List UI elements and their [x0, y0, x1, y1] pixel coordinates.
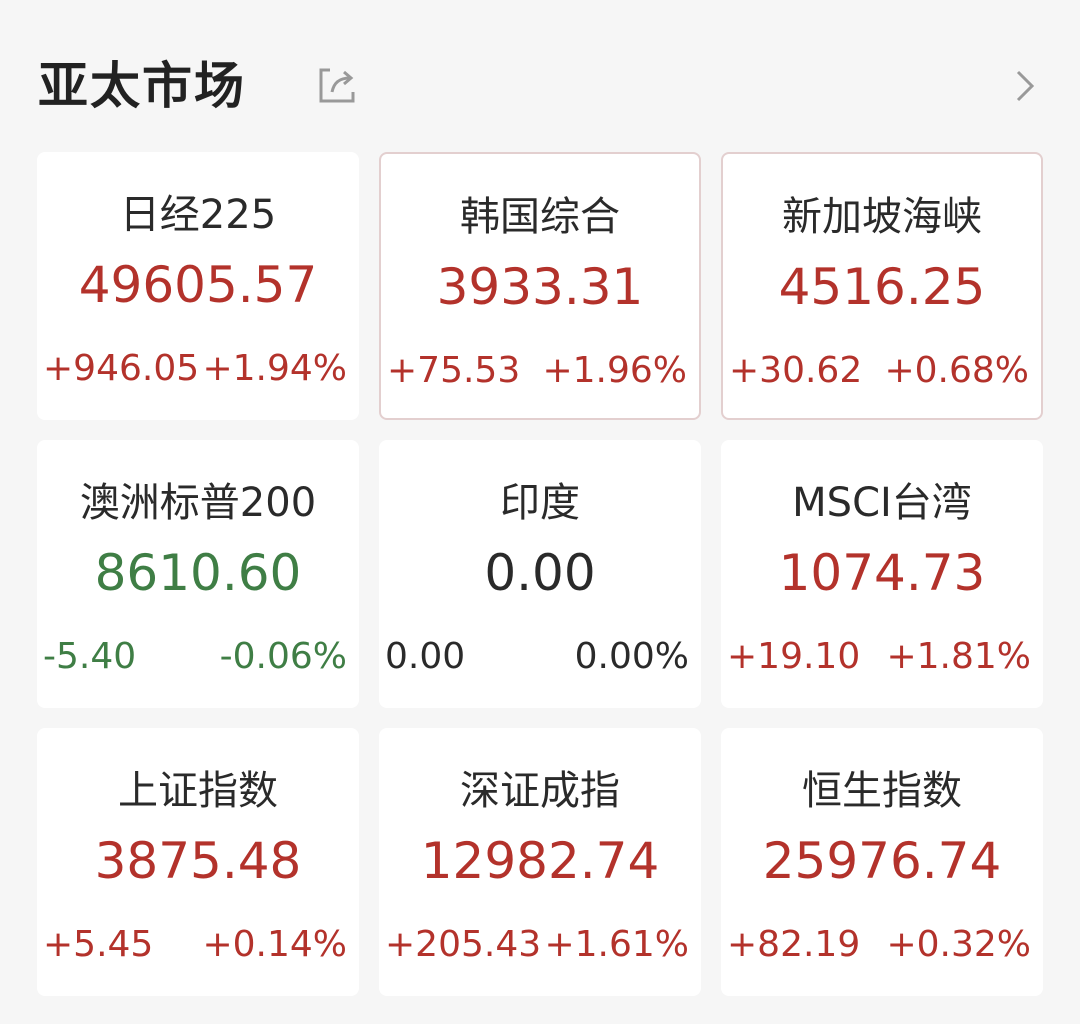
- share-icon[interactable]: [318, 66, 356, 104]
- market-value: 3875.48: [94, 832, 302, 890]
- market-card[interactable]: 新加坡海峡 4516.25 +30.62 +0.68%: [721, 152, 1043, 420]
- market-change: +75.53: [387, 350, 521, 391]
- market-change-percent: +1.96%: [542, 350, 687, 391]
- market-card[interactable]: MSCI台湾 1074.73 +19.10 +1.81%: [721, 440, 1043, 708]
- market-value: 0.00: [484, 544, 596, 602]
- market-card[interactable]: 印度 0.00 0.00 0.00%: [379, 440, 701, 708]
- market-change-percent: +0.68%: [884, 350, 1029, 391]
- market-change: +5.45: [43, 924, 154, 965]
- market-value: 1074.73: [778, 544, 986, 602]
- market-name: 深证成指: [460, 768, 620, 814]
- market-value: 4516.25: [778, 258, 986, 316]
- market-change-percent: +0.32%: [886, 924, 1031, 965]
- market-change: +946.05: [43, 348, 200, 389]
- market-change-percent: +1.94%: [202, 348, 347, 389]
- market-card[interactable]: 澳洲标普200 8610.60 -5.40 -0.06%: [37, 440, 359, 708]
- market-change: -5.40: [43, 636, 137, 677]
- market-value: 8610.60: [94, 544, 302, 602]
- market-name: MSCI台湾: [792, 480, 972, 526]
- market-change: +82.19: [727, 924, 861, 965]
- market-name: 韩国综合: [460, 194, 620, 240]
- market-card[interactable]: 上证指数 3875.48 +5.45 +0.14%: [37, 728, 359, 996]
- market-change: +19.10: [727, 636, 861, 677]
- market-card[interactable]: 韩国综合 3933.31 +75.53 +1.96%: [379, 152, 701, 420]
- market-name: 澳洲标普200: [79, 480, 317, 526]
- market-value: 3933.31: [436, 258, 644, 316]
- market-value: 25976.74: [762, 832, 1002, 890]
- market-card[interactable]: 深证成指 12982.74 +205.43 +1.61%: [379, 728, 701, 996]
- market-name: 恒生指数: [802, 768, 962, 814]
- market-value: 49605.57: [78, 256, 318, 314]
- market-value: 12982.74: [420, 832, 660, 890]
- market-card[interactable]: 日经225 49605.57 +946.05 +1.94%: [37, 152, 359, 420]
- market-change: +205.43: [385, 924, 542, 965]
- market-change-percent: +1.61%: [544, 924, 689, 965]
- market-change-percent: -0.06%: [219, 636, 347, 677]
- market-name: 上证指数: [118, 768, 278, 814]
- market-change-percent: 0.00%: [574, 636, 689, 677]
- market-card[interactable]: 恒生指数 25976.74 +82.19 +0.32%: [721, 728, 1043, 996]
- market-change-percent: +1.81%: [886, 636, 1031, 677]
- market-name: 新加坡海峡: [782, 194, 982, 240]
- section-title: 亚太市场: [38, 57, 246, 115]
- market-change: 0.00: [385, 636, 466, 677]
- chevron-right-icon[interactable]: [1010, 66, 1040, 106]
- market-change-percent: +0.14%: [202, 924, 347, 965]
- market-grid: 日经225 49605.57 +946.05 +1.94% 韩国综合 3933.31…: [37, 152, 1043, 996]
- market-change: +30.62: [729, 350, 863, 391]
- market-name: 日经225: [119, 192, 277, 238]
- market-name: 印度: [500, 480, 580, 526]
